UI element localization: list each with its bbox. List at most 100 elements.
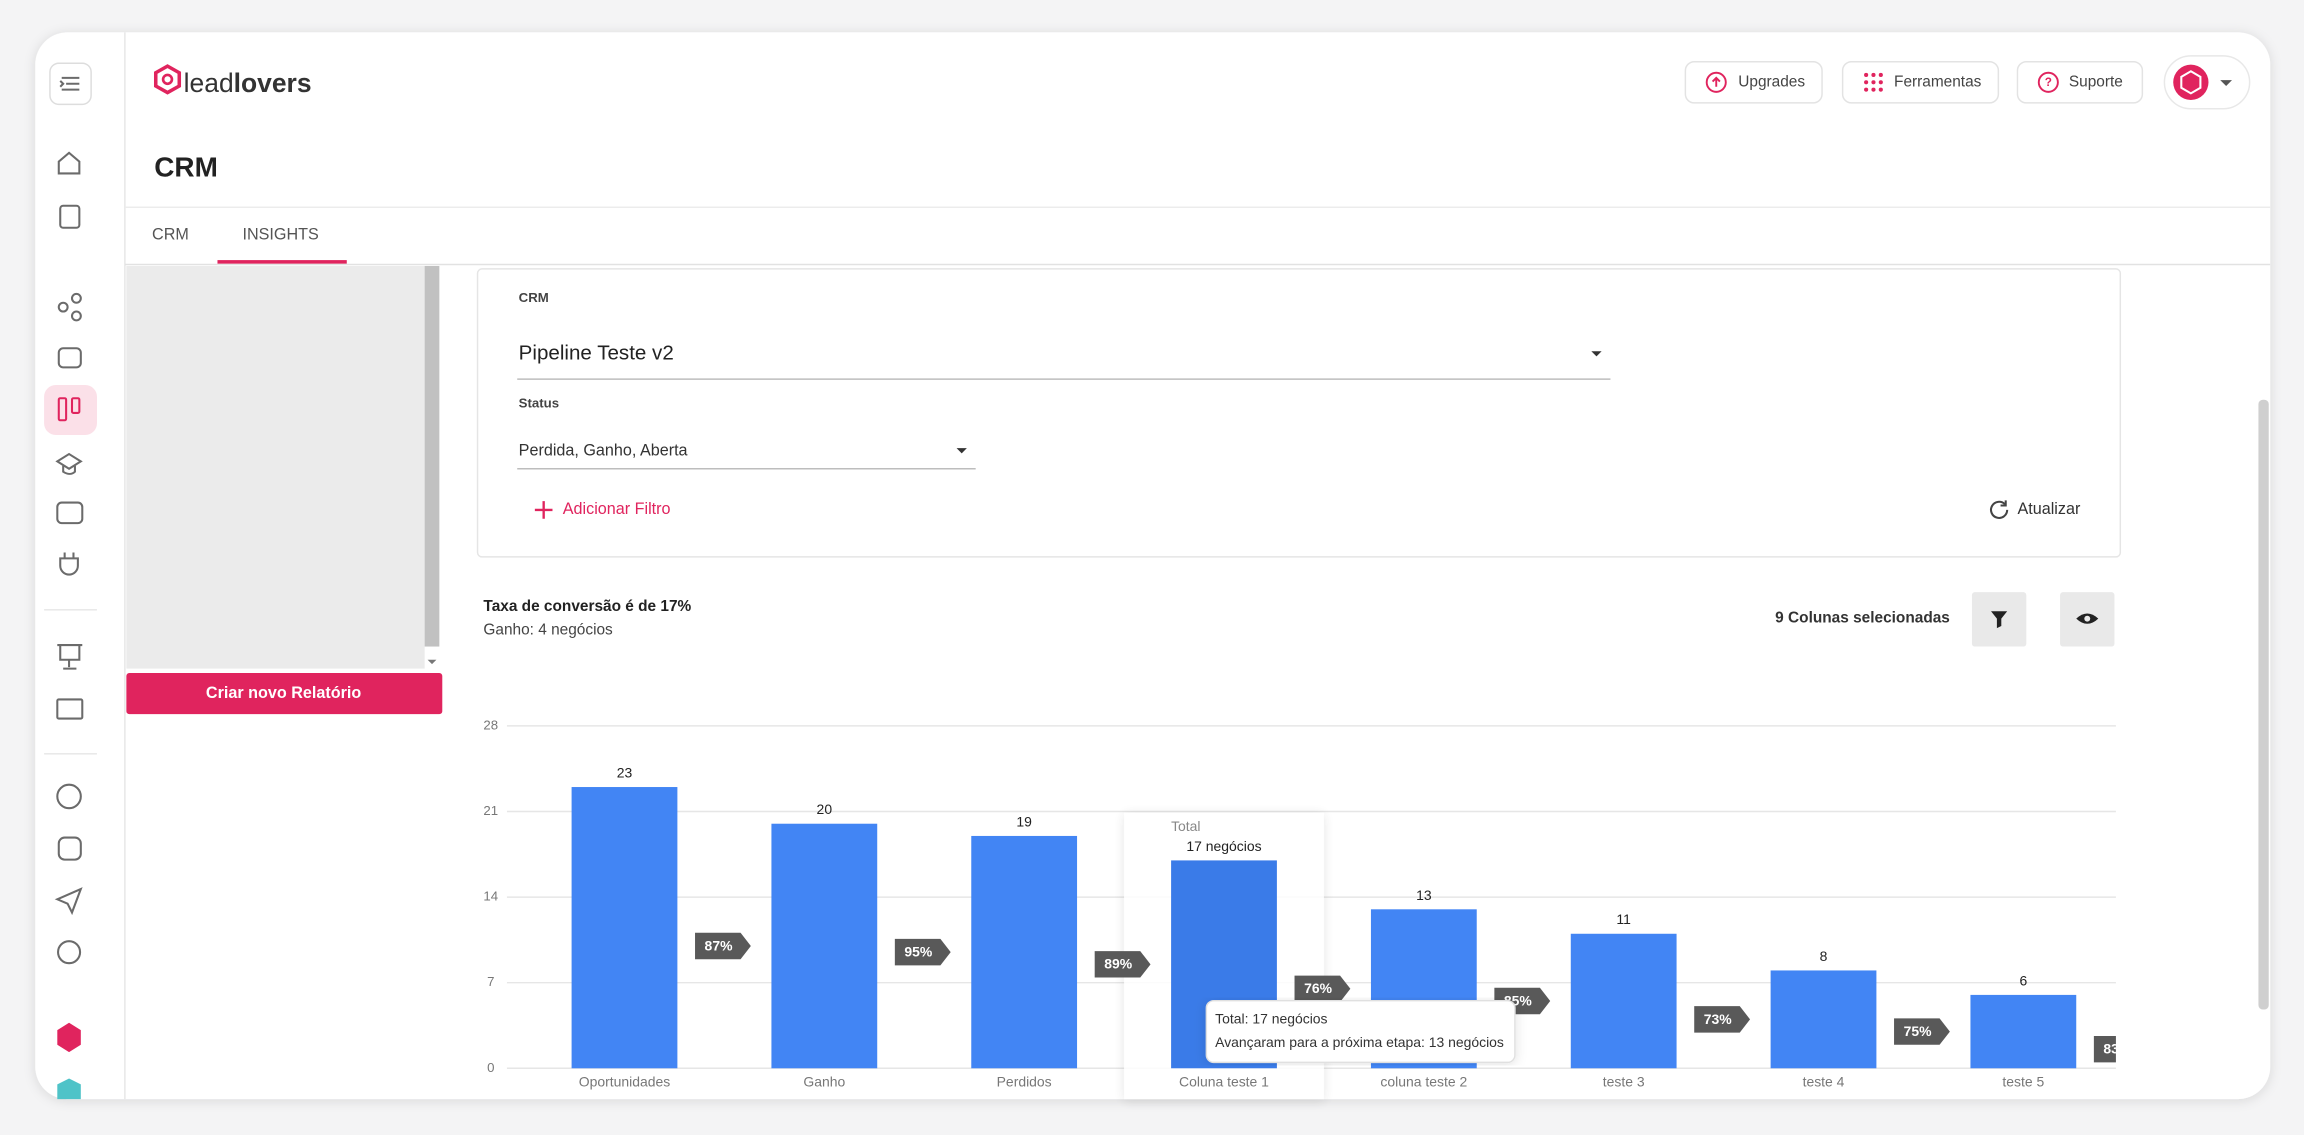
refresh-button[interactable]: Atualizar xyxy=(1990,500,2081,519)
status-select[interactable]: Perdida, Ganho, Aberta xyxy=(517,441,976,470)
value-label: 23 xyxy=(617,764,633,780)
x-tick-label: teste 3 xyxy=(1603,1074,1645,1090)
conversion-badge xyxy=(695,932,751,960)
selected-columns: 9 Colunas selecionadas xyxy=(1775,610,1950,627)
y-tick-label: 28 xyxy=(483,717,498,732)
scrollbar[interactable] xyxy=(424,265,440,647)
upgrades-button[interactable]: Upgrades xyxy=(1684,61,1823,104)
y-tick-label: 14 xyxy=(483,889,498,904)
nav-video[interactable] xyxy=(56,783,82,810)
create-report-button[interactable]: Criar novo Relatório xyxy=(126,673,443,715)
nav-chat[interactable] xyxy=(56,501,84,525)
nav-crm-active[interactable] xyxy=(44,385,97,435)
funnel-chart: 0714212887%95%89%76%85%73%75%83%Oportuni… xyxy=(483,717,2116,1100)
x-tick-label: Coluna teste 1 xyxy=(1179,1074,1269,1090)
conversion-badge xyxy=(1094,951,1151,978)
conversion-label: 89% xyxy=(1104,956,1133,972)
conversion-badge xyxy=(1894,1018,1950,1045)
won-deals: Ganho: 4 negócios xyxy=(483,621,613,638)
select-value: Perdida, Ganho, Aberta xyxy=(519,441,688,459)
ferramentas-button[interactable]: Ferramentas xyxy=(1841,61,2000,104)
conversion-rate: Taxa de conversão é de 17% xyxy=(483,598,691,615)
y-tick-label: 7 xyxy=(487,974,494,989)
bar[interactable] xyxy=(771,823,878,1069)
icon xyxy=(70,397,81,414)
tooltip: Total: 17 negócios Avançaram para a próxi… xyxy=(1205,999,1516,1064)
svg-text:?: ? xyxy=(2045,76,2052,89)
nav-email[interactable] xyxy=(57,347,82,369)
filter-card: CRM Pipeline Teste v2 Status Perdida, Ga… xyxy=(476,268,2122,558)
conversion-badge xyxy=(894,938,951,966)
nav-app-2[interactable] xyxy=(57,1078,81,1100)
pipeline-select[interactable]: Pipeline Teste v2 xyxy=(517,342,1611,380)
filter-columns-button[interactable] xyxy=(1971,592,2027,647)
x-tick-label: teste 4 xyxy=(1803,1074,1845,1090)
nav-presentation[interactable] xyxy=(57,644,83,670)
bar[interactable] xyxy=(971,835,1078,1069)
y-tick-label: 0 xyxy=(487,1060,494,1075)
conversion-label: 75% xyxy=(1904,1023,1933,1039)
suporte-button[interactable]: ? Suporte xyxy=(2016,61,2144,104)
conversion-label: 95% xyxy=(904,944,933,960)
nav-contacts[interactable] xyxy=(59,204,81,229)
nav-flows[interactable] xyxy=(57,301,69,313)
nav-send[interactable] xyxy=(54,887,83,916)
logo-part: lead xyxy=(184,68,234,98)
x-tick-label: coluna teste 2 xyxy=(1380,1074,1467,1090)
bar[interactable] xyxy=(1570,933,1677,1069)
conversion-label: 73% xyxy=(1704,1011,1733,1027)
y-tick-label: 21 xyxy=(483,803,498,818)
tooltip-line: Avançaram para a próxima etapa: 13 negóc… xyxy=(1215,1034,1504,1050)
conversion-badge xyxy=(1294,975,1351,1003)
nav-app[interactable] xyxy=(57,1022,81,1053)
top-bar: leadlovers Upgrades Ferramentas ? Suport… xyxy=(124,55,2271,266)
logo-icon xyxy=(153,64,182,95)
value-label: 17 negócios xyxy=(1186,838,1261,854)
logo-icon xyxy=(161,73,174,86)
visibility-button[interactable] xyxy=(2060,592,2115,647)
button-label: Adicionar Filtro xyxy=(563,500,671,518)
button-label: Criar novo Relatório xyxy=(206,684,361,702)
bar[interactable] xyxy=(571,787,678,1069)
x-tick-label: Ganho xyxy=(803,1074,845,1090)
conversion-label: 87% xyxy=(705,937,734,953)
tab[interactable]: CRM xyxy=(152,225,189,243)
x-tick-label: teste 5 xyxy=(2002,1074,2044,1090)
nav-gifts[interactable] xyxy=(56,698,84,720)
conversion-label: 76% xyxy=(1304,980,1333,996)
tab-active[interactable]: INSIGHTS xyxy=(242,225,319,243)
nav-instagram[interactable] xyxy=(57,836,82,861)
icon xyxy=(70,310,82,322)
bar[interactable] xyxy=(1770,970,1877,1069)
value-label: 6 xyxy=(2019,972,2027,988)
bar[interactable] xyxy=(1970,994,2077,1069)
nav-home[interactable] xyxy=(57,151,81,175)
field-label: CRM xyxy=(519,290,549,305)
add-filter-button[interactable]: Adicionar Filtro xyxy=(534,500,671,519)
x-tick-label: Perdidos xyxy=(997,1074,1052,1090)
nav-whatsapp[interactable] xyxy=(57,940,82,965)
main-scrollbar[interactable] xyxy=(2258,399,2269,1010)
nav-integrations[interactable] xyxy=(59,552,79,576)
value-label: 19 xyxy=(1016,813,1032,829)
value-label: 13 xyxy=(1416,887,1432,903)
value-label: 11 xyxy=(1616,911,1631,927)
button-label: Suporte xyxy=(2069,73,2123,90)
conversion-badge xyxy=(2093,1035,2116,1063)
profile-menu[interactable] xyxy=(2163,55,2251,110)
nav-courses[interactable] xyxy=(55,452,83,475)
value-label: 8 xyxy=(1820,948,1828,964)
x-tick-label: Oportunidades xyxy=(579,1074,670,1090)
tooltip-box xyxy=(1205,999,1516,1064)
logo: leadlovers xyxy=(184,68,312,98)
button-label: Ferramentas xyxy=(1894,73,1982,90)
tooltip-header: Total xyxy=(1171,818,1200,834)
icon xyxy=(70,292,82,304)
tab-indicator xyxy=(217,260,347,264)
button-label: Atualizar xyxy=(2017,500,2080,518)
page-title: CRM xyxy=(154,151,218,182)
tooltip-line: Total: 17 negócios xyxy=(1215,1010,1327,1026)
field-label: Status xyxy=(519,396,559,411)
icon xyxy=(57,397,68,422)
